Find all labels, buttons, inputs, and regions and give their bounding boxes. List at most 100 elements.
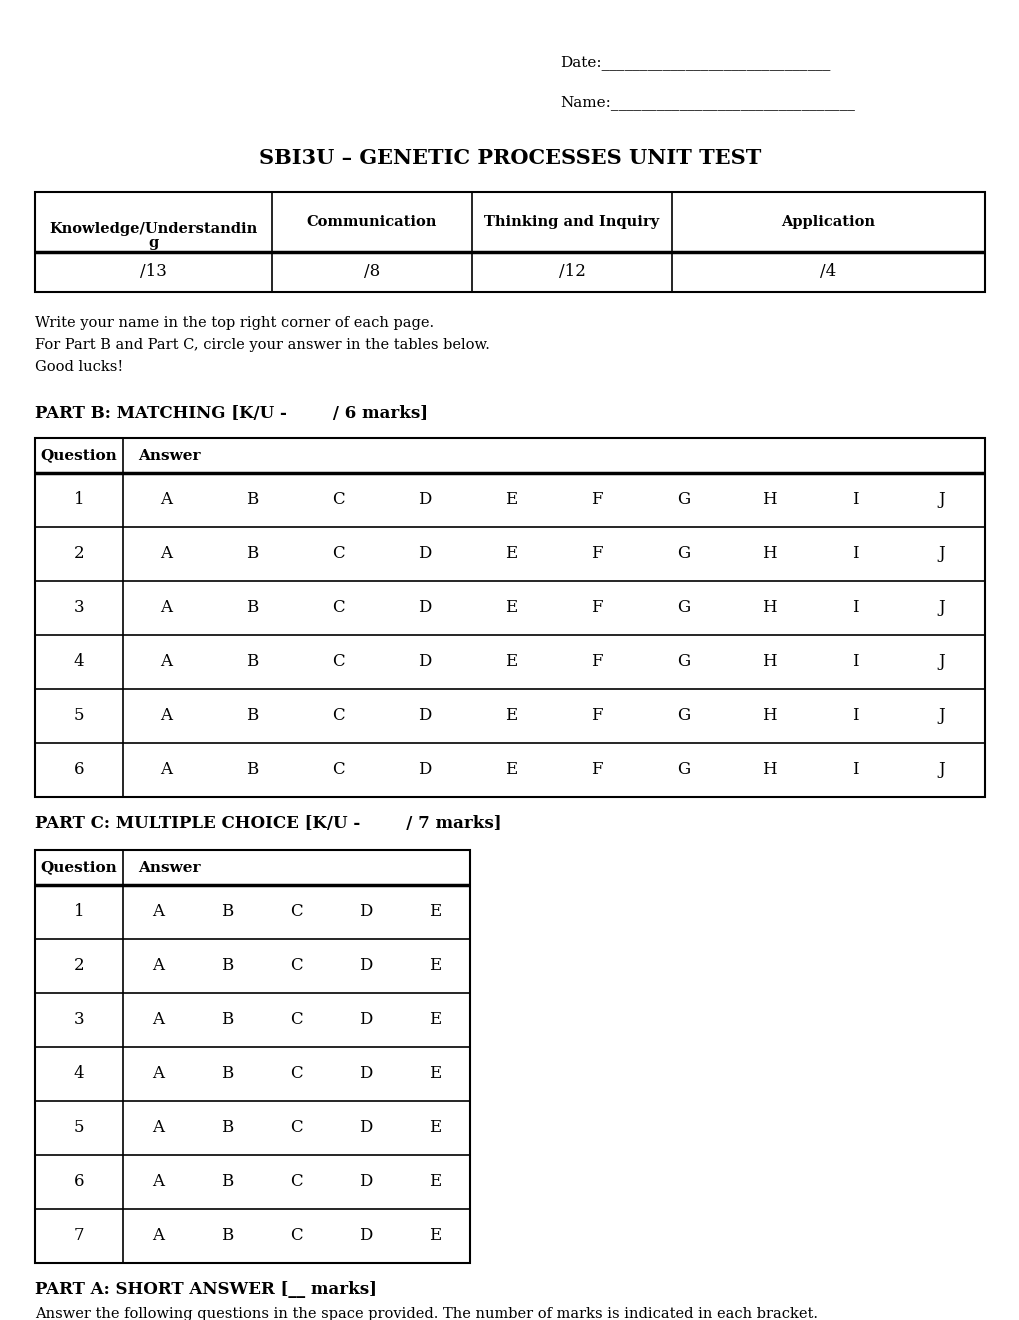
Text: B: B — [246, 545, 258, 562]
Text: /13: /13 — [140, 264, 167, 281]
Text: J: J — [937, 708, 945, 725]
Text: 2: 2 — [73, 545, 85, 562]
Text: PART C: MULTIPLE CHOICE [K/U -        / 7 marks]: PART C: MULTIPLE CHOICE [K/U - / 7 marks… — [35, 814, 501, 832]
Text: 3: 3 — [73, 1011, 85, 1028]
Text: D: D — [359, 957, 372, 974]
Text: A: A — [152, 1228, 163, 1245]
Text: B: B — [246, 599, 258, 616]
Text: I: I — [852, 762, 858, 779]
Text: D: D — [359, 1119, 372, 1137]
Text: F: F — [591, 653, 602, 671]
Text: Good lucks!: Good lucks! — [35, 360, 123, 374]
Text: Thinking and Inquiry: Thinking and Inquiry — [484, 215, 659, 228]
Text: Write your name in the top right corner of each page.: Write your name in the top right corner … — [35, 315, 434, 330]
Text: C: C — [332, 653, 344, 671]
Text: I: I — [852, 599, 858, 616]
Text: C: C — [332, 491, 344, 508]
Text: B: B — [246, 653, 258, 671]
Text: H: H — [761, 708, 776, 725]
Text: Question: Question — [41, 449, 117, 462]
Text: D: D — [418, 545, 431, 562]
Text: E: E — [429, 1065, 441, 1082]
Text: D: D — [359, 1065, 372, 1082]
Text: D: D — [418, 762, 431, 779]
Text: Question: Question — [41, 861, 117, 874]
Text: J: J — [937, 491, 945, 508]
Text: A: A — [152, 1173, 163, 1191]
Text: A: A — [152, 1065, 163, 1082]
Text: E: E — [429, 1228, 441, 1245]
Text: C: C — [332, 599, 344, 616]
Text: C: C — [289, 957, 303, 974]
Text: B: B — [246, 491, 258, 508]
Text: G: G — [676, 653, 689, 671]
Text: E: E — [429, 1173, 441, 1191]
Text: 6: 6 — [73, 762, 85, 779]
Text: D: D — [359, 1011, 372, 1028]
Text: A: A — [160, 599, 172, 616]
Text: A: A — [152, 1011, 163, 1028]
Text: 1: 1 — [73, 903, 85, 920]
Text: B: B — [221, 1173, 233, 1191]
Text: E: E — [429, 903, 441, 920]
Text: D: D — [359, 1173, 372, 1191]
Text: F: F — [591, 599, 602, 616]
Text: PART A: SHORT ANSWER [__ marks]: PART A: SHORT ANSWER [__ marks] — [35, 1280, 377, 1298]
Text: B: B — [246, 708, 258, 725]
Text: E: E — [504, 491, 517, 508]
Text: D: D — [359, 1228, 372, 1245]
Text: C: C — [332, 545, 344, 562]
Text: C: C — [289, 1173, 303, 1191]
Text: Communication: Communication — [307, 215, 437, 228]
Text: C: C — [332, 762, 344, 779]
Bar — [35, 438, 984, 797]
Text: Knowledge/Understandin: Knowledge/Understandin — [49, 222, 258, 236]
Text: A: A — [160, 545, 172, 562]
Text: H: H — [761, 599, 776, 616]
Bar — [35, 850, 470, 1263]
Text: 7: 7 — [73, 1228, 85, 1245]
Text: J: J — [937, 599, 945, 616]
Text: B: B — [221, 957, 233, 974]
Text: G: G — [676, 545, 689, 562]
Text: J: J — [937, 545, 945, 562]
Text: Name:________________________________: Name:________________________________ — [559, 95, 854, 110]
Text: B: B — [221, 1119, 233, 1137]
Text: I: I — [852, 545, 858, 562]
Text: C: C — [289, 903, 303, 920]
Text: F: F — [591, 545, 602, 562]
Text: G: G — [676, 762, 689, 779]
Text: Answer: Answer — [138, 449, 201, 462]
Text: C: C — [289, 1228, 303, 1245]
Text: E: E — [504, 653, 517, 671]
Text: I: I — [852, 491, 858, 508]
Text: B: B — [246, 762, 258, 779]
Text: J: J — [937, 762, 945, 779]
Text: Answer: Answer — [138, 861, 201, 874]
Text: A: A — [152, 903, 163, 920]
Text: Date:______________________________: Date:______________________________ — [559, 55, 829, 70]
Text: B: B — [221, 1228, 233, 1245]
Text: C: C — [289, 1065, 303, 1082]
Text: A: A — [152, 957, 163, 974]
Text: 5: 5 — [73, 708, 85, 725]
Text: I: I — [852, 653, 858, 671]
Text: E: E — [504, 545, 517, 562]
Text: H: H — [761, 491, 776, 508]
Text: E: E — [429, 1011, 441, 1028]
Text: Application: Application — [781, 215, 874, 228]
Text: B: B — [221, 1011, 233, 1028]
Text: H: H — [761, 762, 776, 779]
Text: A: A — [160, 491, 172, 508]
Text: PART B: MATCHING [K/U -        / 6 marks]: PART B: MATCHING [K/U - / 6 marks] — [35, 405, 428, 422]
Text: G: G — [676, 491, 689, 508]
Text: I: I — [852, 708, 858, 725]
Text: E: E — [429, 1119, 441, 1137]
Text: C: C — [289, 1119, 303, 1137]
Text: /8: /8 — [364, 264, 380, 281]
Text: E: E — [504, 599, 517, 616]
Text: H: H — [761, 545, 776, 562]
Text: F: F — [591, 708, 602, 725]
Text: /12: /12 — [558, 264, 585, 281]
Text: 3: 3 — [73, 599, 85, 616]
